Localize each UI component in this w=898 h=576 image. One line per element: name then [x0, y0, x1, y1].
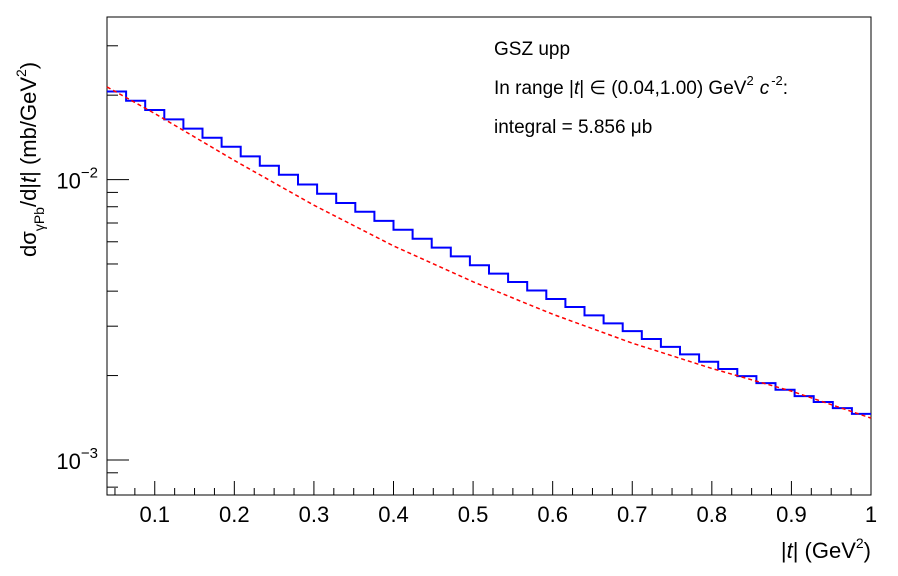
axis-ticks — [107, 45, 872, 495]
plot-frame — [106, 16, 872, 496]
y-axis-title: dσγPb/d|t| (mb/GeV2) — [13, 62, 47, 257]
x-tick-label: 0.3 — [299, 502, 330, 527]
x-tick-labels: 0.1 0.2 0.3 0.4 0.5 0.6 0.7 0.8 0.9 1 — [139, 502, 877, 527]
x-tick-label: 0.9 — [776, 502, 807, 527]
fit-curve-series — [106, 86, 872, 419]
plot-area — [106, 86, 872, 419]
x-tick-label: 0.8 — [697, 502, 728, 527]
x-tick-label: 1 — [865, 502, 877, 527]
x-tick-label: 0.5 — [458, 502, 489, 527]
x-axis-title: |t| (GeV2) — [781, 535, 871, 563]
x-tick-label: 0.6 — [537, 502, 568, 527]
annotation-integral: integral = 5.856 μb — [494, 117, 652, 138]
y-tick-labels: 10−2 10−3 — [56, 165, 98, 474]
x-tick-label: 0.7 — [617, 502, 648, 527]
y-tick-label: 10−2 — [56, 165, 98, 194]
y-tick-label: 10−3 — [56, 445, 98, 474]
annotation-model: GSZ upp — [494, 39, 570, 60]
annotation-range: In range |t| ∈ (0.04,1.00) GeV2 c -2: — [494, 73, 788, 99]
x-tick-label: 0.4 — [378, 502, 409, 527]
x-tick-label: 0.1 — [139, 502, 170, 527]
x-tick-label: 0.2 — [219, 502, 250, 527]
